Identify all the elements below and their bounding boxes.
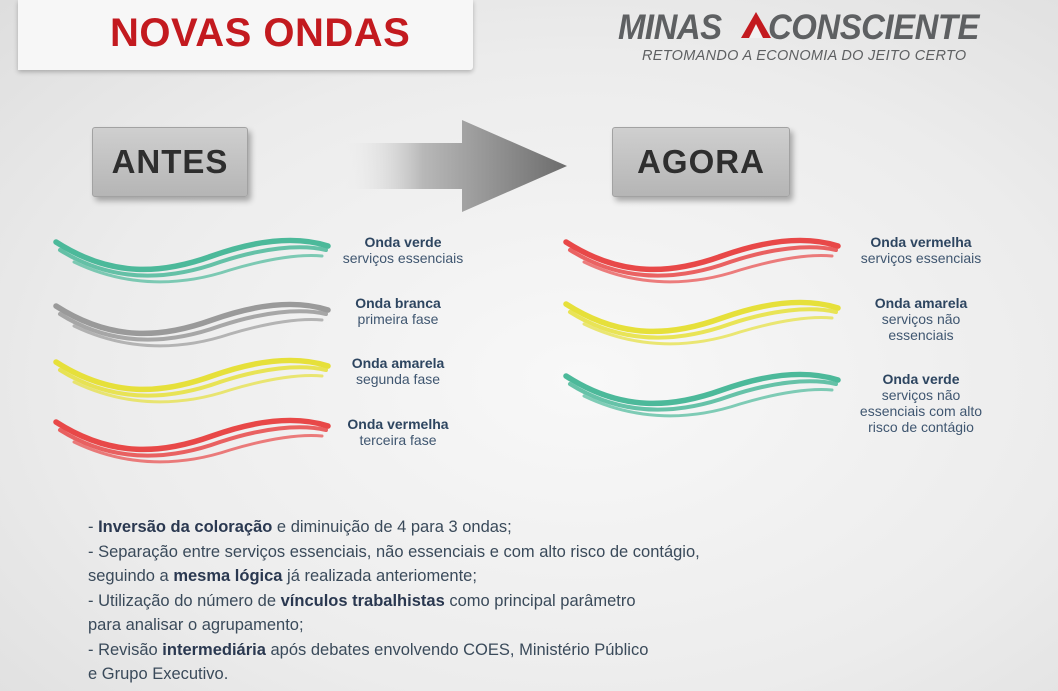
- bullet-list: - Inversão da coloração e diminuição de …: [88, 515, 988, 687]
- agora-wave-amarela: [563, 299, 841, 346]
- wave-name: Onda vermelha: [870, 234, 972, 250]
- wave-strand: [53, 301, 331, 337]
- bullet-bold: vínculos trabalhistas: [280, 591, 445, 610]
- wave-strand: [72, 254, 324, 284]
- wave-strand: [563, 371, 841, 407]
- wave-desc: segunda fase: [355, 371, 441, 387]
- wave-strand: [582, 316, 834, 346]
- wave-name: Onda branca: [355, 295, 441, 311]
- bullet-text: já realizada anteriomente;: [282, 567, 477, 585]
- agora-label: AGORA: [612, 127, 790, 197]
- wave-strand: [568, 379, 838, 412]
- logo-triangle-icon: [741, 12, 771, 38]
- bullet-bold: Inversão da coloração: [98, 518, 273, 536]
- wave-strand: [568, 307, 838, 340]
- wave-desc: serviços não: [881, 311, 961, 327]
- bullet-line: - Separação entre serviços essenciais, n…: [88, 540, 988, 565]
- antes-wave-branca: [53, 301, 331, 348]
- bullet-line: - Revisão intermediária após debates env…: [88, 638, 988, 663]
- wave-strand: [58, 365, 328, 398]
- minas-consciente-logo: MINAS CONSCIENTE RETOMANDO A ECONOMIA DO…: [618, 8, 998, 70]
- wave-strand: [58, 425, 328, 458]
- logo-tagline: RETOMANDO A ECONOMIA DO JEITO CERTO: [642, 48, 967, 64]
- antes-wave-vermelha: [53, 417, 331, 464]
- wave-strand: [58, 309, 328, 342]
- antes-wave-verde: [53, 237, 331, 284]
- wave-strand: [53, 417, 331, 453]
- antes-wave-amarela: [53, 357, 331, 404]
- wave-strand: [582, 254, 834, 284]
- bullet-text: seguindo a: [88, 567, 174, 585]
- wave-strand: [72, 434, 324, 464]
- antes-label: ANTES: [92, 127, 248, 197]
- wave-name: Onda verde: [882, 371, 960, 387]
- wave-desc: serviços essenciais: [860, 250, 982, 266]
- bullet-text: e Grupo Executivo.: [88, 665, 229, 683]
- wave-desc: essenciais com alto: [859, 403, 983, 419]
- agora-wave-amarela-text: Onda amarela serviços não essenciais: [846, 295, 996, 343]
- bullet-text: - Utilização do número de: [88, 591, 281, 610]
- wave-strand: [563, 237, 841, 273]
- right-arrow-icon: [345, 120, 567, 212]
- bullet-line: para analisar o agrupamento;: [88, 613, 988, 638]
- wave-desc: serviços essenciais: [342, 250, 464, 266]
- wave-strand: [72, 318, 324, 348]
- wave-strand: [53, 237, 331, 273]
- antes-wave-amarela-text: Onda amarela segunda fase: [328, 355, 468, 387]
- bullet-text: - Separação entre serviços essenciais, n…: [88, 542, 700, 561]
- title-box: NOVAS ONDAS: [18, 0, 473, 70]
- wave-strand: [72, 374, 324, 404]
- wave-name: Onda verde: [364, 234, 442, 250]
- bullet-text: -: [88, 518, 99, 536]
- bullet-line: - Utilização do número de vínculos traba…: [88, 589, 988, 614]
- agora-wave-verde: [563, 371, 841, 418]
- logo-word-consciente: CONSCIENTE: [768, 8, 980, 47]
- antes-wave-branca-text: Onda branca primeira fase: [328, 295, 468, 327]
- wave-name: Onda vermelha: [347, 416, 449, 432]
- bullet-line: seguindo a mesma lógica já realizada ant…: [88, 564, 988, 589]
- wave-desc: primeira fase: [357, 311, 439, 327]
- page-title: NOVAS ONDAS: [110, 11, 411, 55]
- wave-desc: essenciais: [888, 327, 954, 343]
- wave-strand: [53, 357, 331, 393]
- antes-wave-verde-text: Onda verde serviços essenciais: [318, 234, 488, 266]
- wave-strand: [568, 245, 838, 278]
- bullet-bold: intermediária: [162, 640, 266, 659]
- wave-strand: [563, 299, 841, 335]
- agora-wave-vermelha-text: Onda vermelha serviços essenciais: [836, 234, 1006, 266]
- wave-desc: terceira fase: [359, 432, 437, 448]
- wave-name: Onda amarela: [351, 355, 445, 371]
- bullet-text: - Revisão: [88, 640, 163, 659]
- bullet-text: após debates envolvendo COES, Ministério…: [265, 640, 649, 659]
- wave-desc: risco de contágio: [868, 419, 974, 435]
- bullet-text: para analisar o agrupamento;: [88, 616, 304, 634]
- bullet-bold: mesma lógica: [173, 567, 283, 585]
- bullet-line: e Grupo Executivo.: [88, 662, 988, 687]
- wave-strand: [582, 388, 834, 418]
- antes-wave-vermelha-text: Onda vermelha terceira fase: [328, 416, 468, 448]
- bullet-line: - Inversão da coloração e diminuição de …: [88, 515, 988, 540]
- agora-wave-vermelha: [563, 237, 841, 284]
- agora-wave-verde-text: Onda verde serviços não essenciais com a…: [836, 371, 1006, 435]
- logo-word-minas: MINAS: [618, 8, 722, 47]
- bullet-text: e diminuição de 4 para 3 ondas;: [272, 518, 512, 536]
- wave-strand: [58, 245, 328, 278]
- wave-name: Onda amarela: [874, 295, 968, 311]
- bullet-text: como principal parâmetro: [444, 591, 636, 610]
- wave-desc: serviços não: [881, 387, 961, 403]
